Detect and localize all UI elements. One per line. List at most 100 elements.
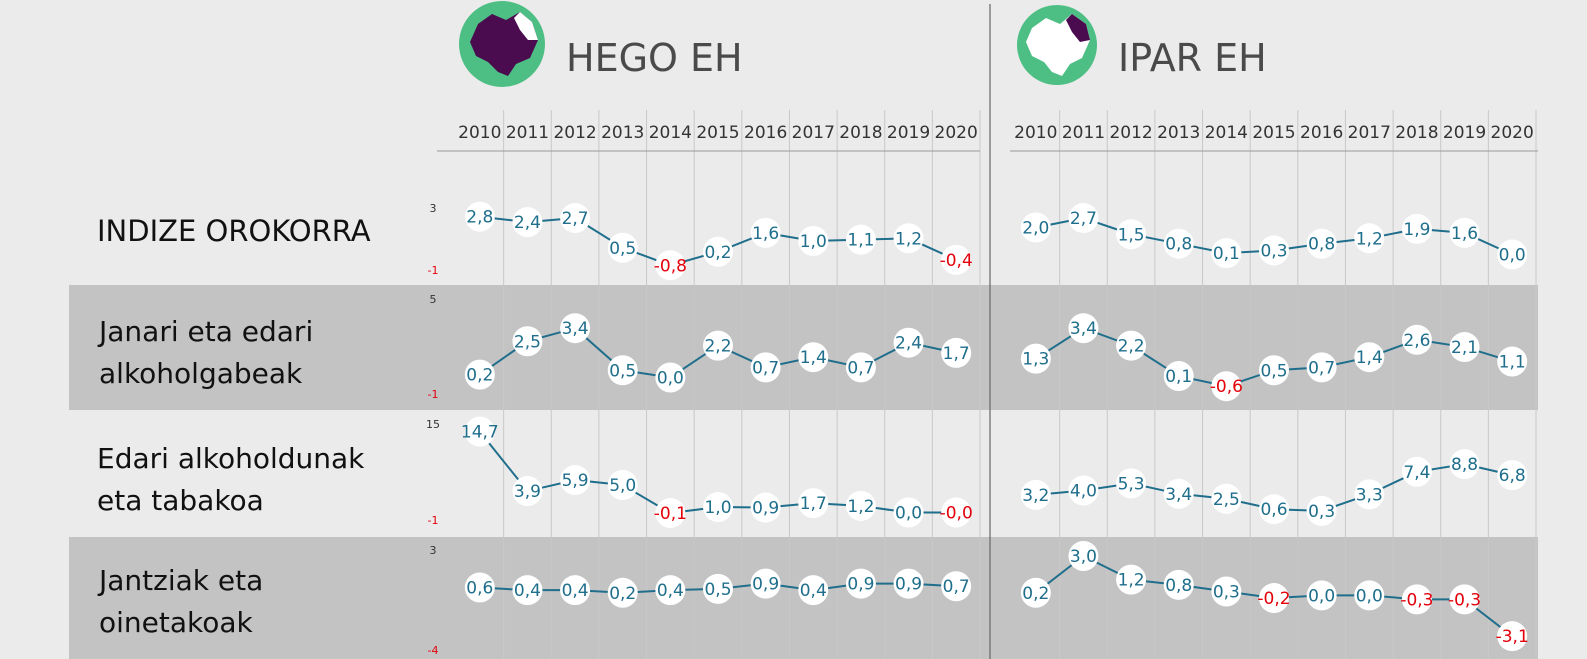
- data-point: [941, 337, 972, 368]
- data-label: 1,1: [1499, 353, 1526, 373]
- year-label: 2010: [1014, 123, 1057, 143]
- data-point: [560, 575, 591, 606]
- data-point: [1354, 223, 1385, 254]
- data-label: 0,0: [895, 504, 922, 524]
- data-point: [893, 327, 924, 358]
- data-label: 3,2: [1022, 486, 1049, 506]
- data-label: 4,0: [1070, 482, 1097, 502]
- data-label: 0,2: [704, 243, 731, 263]
- data-point: [941, 244, 972, 275]
- data-point: [1163, 569, 1194, 600]
- data-label: 0,5: [609, 361, 636, 381]
- data-label: 0,5: [704, 580, 731, 600]
- data-point: [1211, 483, 1242, 514]
- data-point: [893, 497, 924, 528]
- hego-map-icon: [458, 0, 546, 88]
- data-label: 0,4: [562, 581, 589, 601]
- data-label: 2,2: [1118, 337, 1145, 357]
- data-label: 0,8: [1165, 576, 1192, 596]
- data-point: [1401, 456, 1432, 487]
- year-label: 2018: [1395, 123, 1438, 143]
- data-label: 2,7: [562, 209, 589, 229]
- data-point: [1401, 324, 1432, 355]
- data-label: 7,4: [1403, 463, 1430, 483]
- year-label: 2011: [1062, 123, 1105, 143]
- year-label: 2016: [744, 123, 787, 143]
- data-label: -0,6: [1210, 377, 1243, 397]
- data-label: 0,2: [1022, 584, 1049, 604]
- data-point: [655, 498, 686, 529]
- data-point: [703, 330, 733, 361]
- data-label: 3,4: [562, 319, 589, 339]
- data-label: 5,0: [609, 476, 636, 496]
- data-label: 1,5: [1118, 225, 1145, 245]
- data-label: 1,6: [1451, 224, 1478, 244]
- data-label: 1,4: [1356, 348, 1383, 368]
- year-label: 2020: [1491, 123, 1534, 143]
- data-label: 0,0: [1499, 246, 1526, 266]
- data-label: 2,5: [514, 332, 541, 352]
- data-point: [1497, 346, 1528, 377]
- data-point: [1497, 239, 1528, 270]
- row-label: Jantziak eta oinetakoak: [99, 560, 263, 644]
- data-label: 0,3: [1260, 241, 1287, 261]
- data-point: [703, 573, 733, 604]
- data-point: [893, 223, 924, 254]
- data-point: [1497, 621, 1528, 652]
- data-point: [1163, 361, 1194, 392]
- data-point: [893, 568, 924, 599]
- data-point: [1449, 332, 1480, 363]
- data-point: [1020, 343, 1051, 374]
- data-label: 2,8: [466, 208, 493, 228]
- data-point: [1068, 541, 1099, 571]
- data-point: [560, 313, 591, 344]
- year-label: 2015: [1252, 123, 1295, 143]
- data-point: [1068, 203, 1099, 234]
- data-label: 0,4: [514, 581, 541, 601]
- data-label: 3,3: [1356, 485, 1383, 505]
- year-label: 2019: [1443, 123, 1486, 143]
- row-label: Edari alkoholdunak eta tabakoa: [97, 438, 364, 522]
- year-label: 2012: [1109, 123, 1152, 143]
- year-label: 2012: [553, 123, 596, 143]
- axis-max-label: 3: [430, 544, 437, 557]
- data-point: [1354, 479, 1385, 510]
- data-point: [941, 497, 972, 528]
- data-label: -0,8: [654, 256, 687, 276]
- data-point: [1116, 219, 1147, 250]
- year-label: 2014: [649, 123, 692, 143]
- row-label-line: Jantziak eta: [99, 564, 264, 597]
- data-point: [1116, 468, 1147, 499]
- year-label: 2018: [839, 123, 882, 143]
- data-label: -0,3: [1448, 590, 1481, 610]
- data-label: 1,0: [704, 498, 731, 518]
- axis-min-label: -1: [428, 514, 439, 527]
- data-point: [1354, 342, 1385, 373]
- data-point: [750, 352, 781, 383]
- data-point: [1306, 228, 1337, 259]
- data-point: [845, 224, 876, 255]
- data-label: 0,7: [752, 358, 779, 378]
- data-label: 3,0: [1070, 547, 1097, 567]
- data-label: 2,2: [704, 337, 731, 357]
- data-label: 3,4: [1165, 485, 1192, 505]
- panel-title-ipar: IPAR EH: [1118, 36, 1267, 80]
- data-point: [1401, 584, 1432, 615]
- data-point: [464, 572, 495, 603]
- data-label: 1,6: [752, 224, 779, 244]
- data-point: [464, 201, 495, 232]
- data-point: [1259, 583, 1289, 614]
- data-label: 0,7: [847, 358, 874, 378]
- data-label: 1,2: [1356, 229, 1383, 249]
- data-label: 5,9: [562, 471, 589, 491]
- data-label: 2,6: [1403, 331, 1430, 351]
- data-label: 1,3: [1022, 350, 1049, 370]
- data-label: 6,8: [1499, 466, 1526, 486]
- data-point: [560, 203, 591, 234]
- data-label: 1,2: [1118, 571, 1145, 591]
- data-point: [750, 217, 781, 248]
- data-label: 0,3: [1308, 502, 1335, 522]
- data-label: 0,9: [895, 575, 922, 595]
- data-point: [1306, 580, 1337, 611]
